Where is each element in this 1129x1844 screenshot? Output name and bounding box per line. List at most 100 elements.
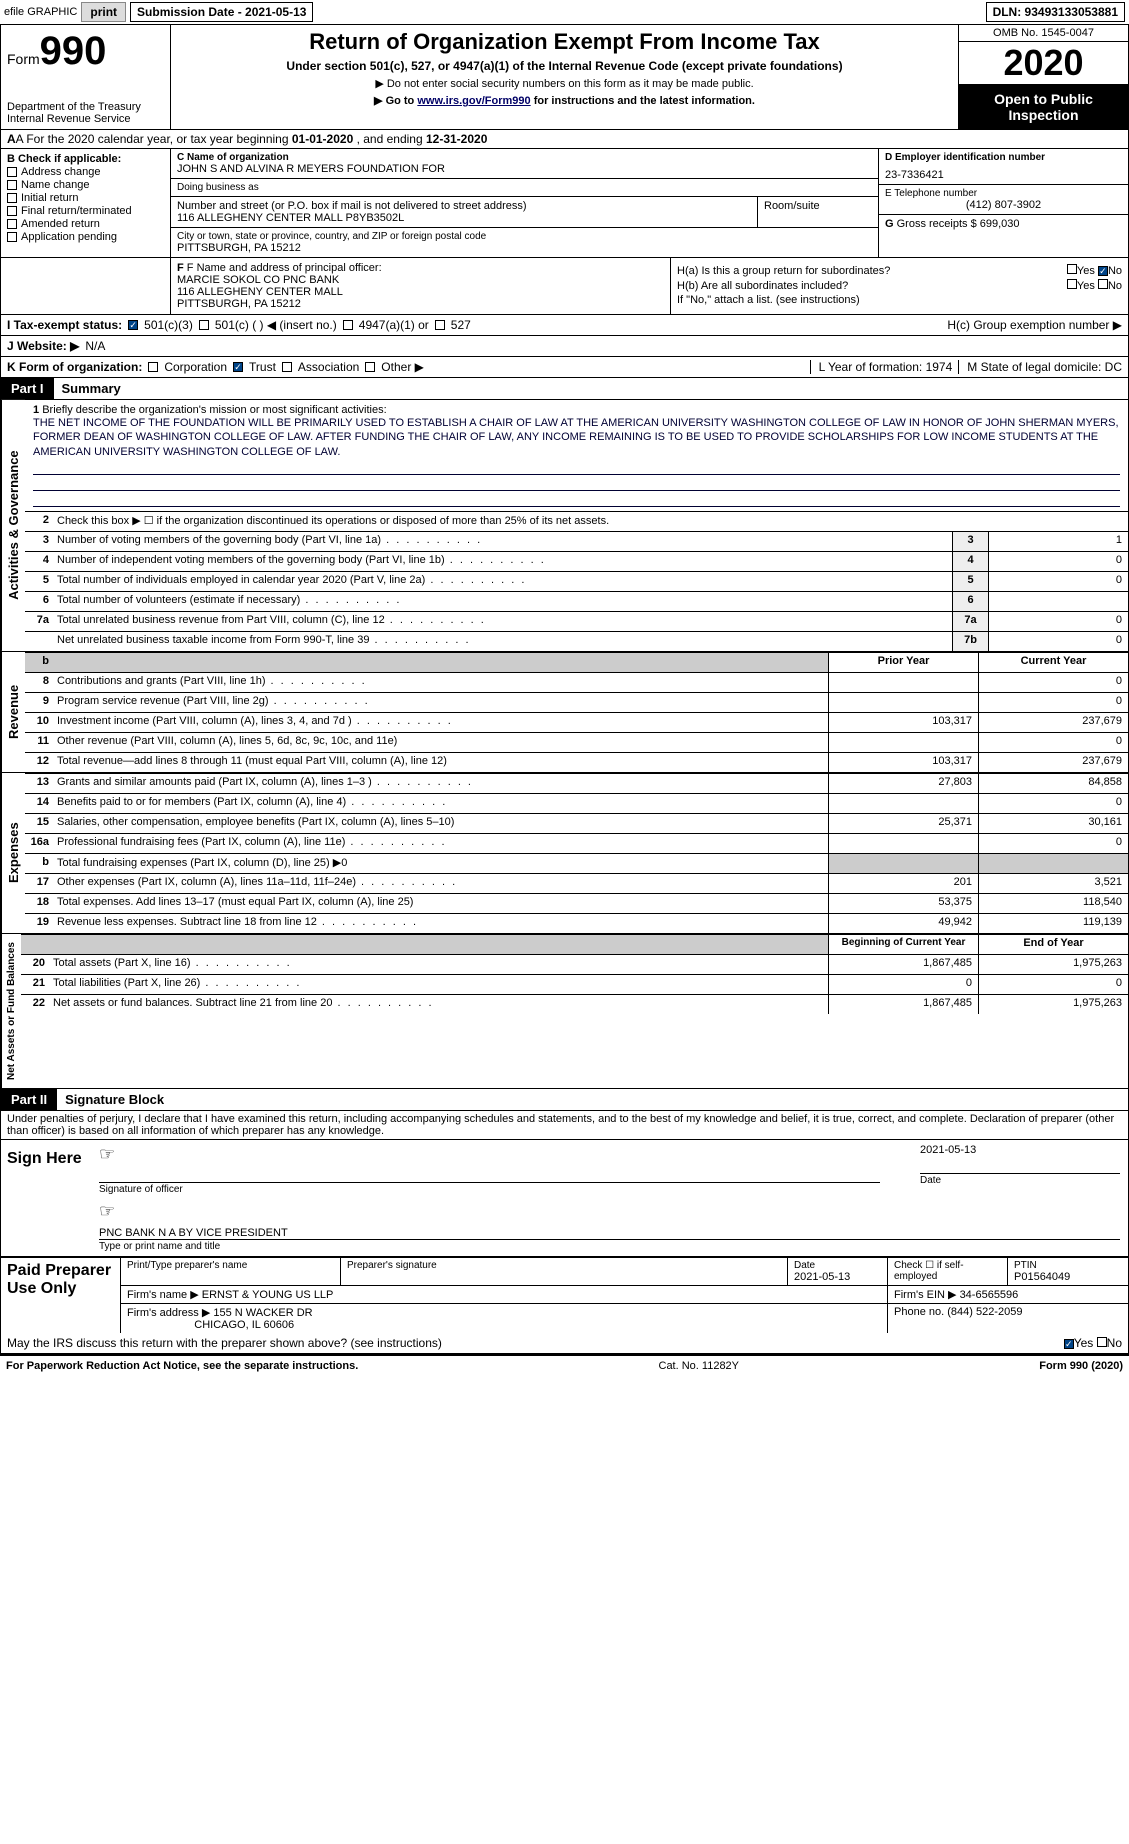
instructions-note: ▶ Go to www.irs.gov/Form990 for instruct… xyxy=(179,94,950,107)
part2-header: Part II xyxy=(1,1089,57,1110)
line14: Benefits paid to or for members (Part IX… xyxy=(53,794,828,813)
ha-no-checkbox[interactable] xyxy=(1098,266,1108,276)
street-value: 116 ALLEGHENY CENTER MALL P8YB3502L xyxy=(177,212,751,224)
line13: Grants and similar amounts paid (Part IX… xyxy=(53,774,828,793)
assoc-checkbox[interactable] xyxy=(282,362,292,372)
line5: Total number of individuals employed in … xyxy=(53,572,952,591)
line15: Salaries, other compensation, employee b… xyxy=(53,814,828,833)
line10: Investment income (Part VIII, column (A)… xyxy=(53,713,828,732)
discuss-no-checkbox[interactable] xyxy=(1097,1337,1107,1347)
firm-phone: (844) 522-2059 xyxy=(947,1306,1022,1318)
hb-label: H(b) Are all subordinates included? xyxy=(677,280,848,292)
footer-mid: Cat. No. 11282Y xyxy=(659,1360,740,1372)
officer-addr2: PITTSBURGH, PA 15212 xyxy=(177,298,664,310)
line22: Net assets or fund balances. Subtract li… xyxy=(49,995,828,1014)
final-return-checkbox[interactable] xyxy=(7,206,17,216)
org-name: JOHN S AND ALVINA R MEYERS FOUNDATION FO… xyxy=(177,163,872,175)
501c3-checkbox[interactable] xyxy=(128,320,138,330)
dba-label: Doing business as xyxy=(177,182,872,193)
footer-left: For Paperwork Reduction Act Notice, see … xyxy=(6,1360,358,1372)
room-label: Room/suite xyxy=(764,200,872,212)
line11: Other revenue (Part VIII, column (A), li… xyxy=(53,733,828,752)
omb-number: OMB No. 1545-0047 xyxy=(959,25,1128,42)
city-label: City or town, state or province, country… xyxy=(177,231,872,242)
row-i-label: I Tax-exempt status: xyxy=(7,318,122,332)
application-pending-checkbox[interactable] xyxy=(7,232,17,242)
footer-right: Form 990 (2020) xyxy=(1039,1360,1123,1372)
name-change-checkbox[interactable] xyxy=(7,180,17,190)
sig-date-label: Date xyxy=(920,1175,1120,1186)
state-domicile: M State of legal domicile: DC xyxy=(958,360,1122,374)
sig-officer-label: Signature of officer xyxy=(99,1184,880,1195)
line3: Number of voting members of the governin… xyxy=(53,532,952,551)
tel-value: (412) 807-3902 xyxy=(885,199,1122,211)
corp-checkbox[interactable] xyxy=(148,362,158,372)
501c-checkbox[interactable] xyxy=(199,320,209,330)
line21: Total liabilities (Part X, line 26) xyxy=(49,975,828,994)
discuss-yes-checkbox[interactable] xyxy=(1064,1339,1074,1349)
org-name-label: C Name of organization xyxy=(177,152,289,163)
website-value: N/A xyxy=(85,339,105,353)
form-title: Return of Organization Exempt From Incom… xyxy=(179,29,950,55)
mission-text: THE NET INCOME OF THE FOUNDATION WILL BE… xyxy=(33,416,1120,459)
hb-note: If "No," attach a list. (see instruction… xyxy=(677,294,1122,306)
tax-year: 2020 xyxy=(959,42,1128,85)
gross-label: G Gross receipts $ xyxy=(885,218,980,230)
address-change-checkbox[interactable] xyxy=(7,167,17,177)
firm-name: ERNST & YOUNG US LLP xyxy=(202,1289,334,1301)
row-j-label: J Website: ▶ xyxy=(7,339,79,353)
line7b: Net unrelated business taxable income fr… xyxy=(53,632,952,651)
row-a-tax-year: AA For the 2020 calendar year, or tax ye… xyxy=(1,130,1128,149)
part1-header: Part I xyxy=(1,378,54,399)
initial-return-checkbox[interactable] xyxy=(7,193,17,203)
discuss-label: May the IRS discuss this return with the… xyxy=(7,1336,442,1350)
city-value: PITTSBURGH, PA 15212 xyxy=(177,242,872,254)
4947-checkbox[interactable] xyxy=(343,320,353,330)
officer-name: MARCIE SOKOL CO PNC BANK xyxy=(177,274,664,286)
year-formation: L Year of formation: 1974 xyxy=(810,360,953,374)
print-button[interactable]: print xyxy=(81,2,126,22)
officer-addr1: 116 ALLEGHENY CENTER MALL xyxy=(177,286,664,298)
527-checkbox[interactable] xyxy=(435,320,445,330)
dept-treasury: Department of the Treasury Internal Reve… xyxy=(7,101,164,125)
ein-label: D Employer identification number xyxy=(885,152,1045,163)
gross-value: 699,030 xyxy=(980,218,1020,230)
ha-yes-checkbox[interactable] xyxy=(1067,264,1077,274)
line17: Other expenses (Part IX, column (A), lin… xyxy=(53,874,828,893)
v7a: 0 xyxy=(988,612,1128,631)
tel-label: E Telephone number xyxy=(885,188,1122,199)
street-label: Number and street (or P.O. box if mail i… xyxy=(177,200,751,212)
v7b: 0 xyxy=(988,632,1128,651)
row-k-label: K Form of organization: xyxy=(7,360,142,374)
paid-preparer-label: Paid Preparer Use Only xyxy=(1,1258,121,1333)
prior-year-hdr: Prior Year xyxy=(828,653,978,672)
amended-return-checkbox[interactable] xyxy=(7,219,17,229)
tab-expenses: Expenses xyxy=(1,773,25,933)
officer-label: F F Name and address of principal office… xyxy=(177,262,664,274)
tab-governance: Activities & Governance xyxy=(1,400,25,651)
hc-label: H(c) Group exemption number ▶ xyxy=(947,318,1122,332)
instructions-link[interactable]: www.irs.gov/Form990 xyxy=(417,95,530,107)
other-checkbox[interactable] xyxy=(365,362,375,372)
line8: Contributions and grants (Part VIII, lin… xyxy=(53,673,828,692)
trust-checkbox[interactable] xyxy=(233,362,243,372)
hb-no-checkbox[interactable] xyxy=(1098,279,1108,289)
ha-label: H(a) Is this a group return for subordin… xyxy=(677,265,890,277)
line1-label: Briefly describe the organization's miss… xyxy=(42,404,386,416)
submission-date: Submission Date - 2021-05-13 xyxy=(130,2,313,22)
line9: Program service revenue (Part VIII, line… xyxy=(53,693,828,712)
line6: Total number of volunteers (estimate if … xyxy=(53,592,952,611)
line19: Revenue less expenses. Subtract line 18 … xyxy=(53,914,828,933)
v5: 0 xyxy=(988,572,1128,591)
boy-hdr: Beginning of Current Year xyxy=(828,935,978,954)
tab-revenue: Revenue xyxy=(1,652,25,772)
hb-yes-checkbox[interactable] xyxy=(1067,279,1077,289)
dln-label: DLN: 93493133053881 xyxy=(986,2,1125,22)
firm-ein: 34-6565596 xyxy=(960,1289,1019,1301)
sign-here-label: Sign Here xyxy=(1,1140,91,1256)
eoy-hdr: End of Year xyxy=(978,935,1128,954)
line12: Total revenue—add lines 8 through 11 (mu… xyxy=(53,753,828,772)
form-number: Form990 xyxy=(7,29,164,74)
v6 xyxy=(988,592,1128,611)
firm-addr1: 155 N WACKER DR xyxy=(213,1307,312,1319)
